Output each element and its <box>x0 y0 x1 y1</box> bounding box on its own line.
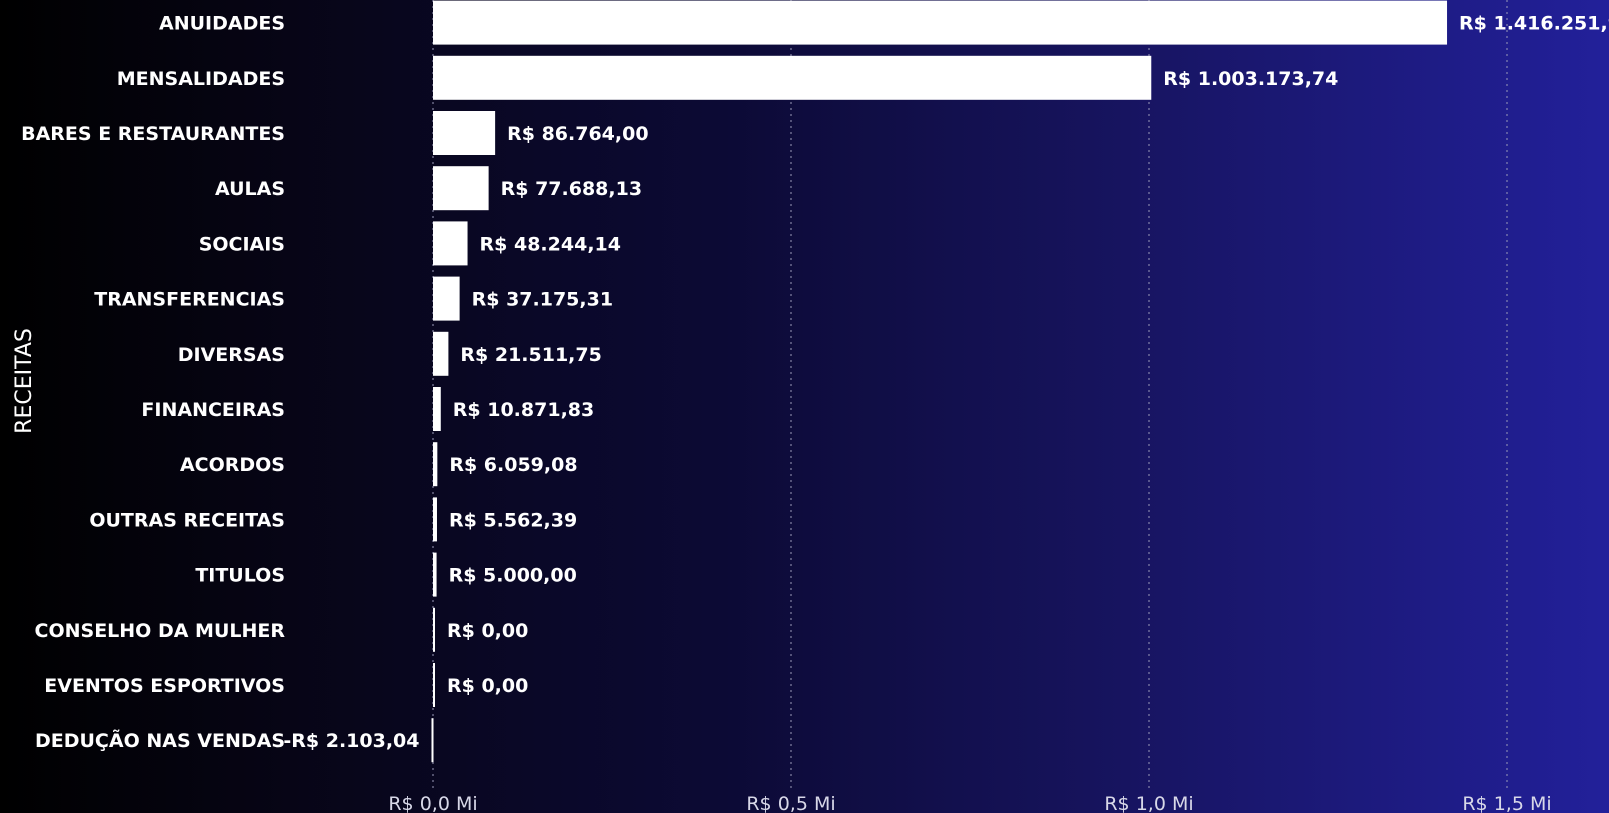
category-label: EVENTOS ESPORTIVOS <box>44 675 285 697</box>
value-label: R$ 37.175,31 <box>472 289 613 311</box>
bar[interactable] <box>433 663 435 707</box>
category-label: OUTRAS RECEITAS <box>89 509 285 531</box>
category-label: ANUIDADES <box>159 13 285 35</box>
category-label: SOCIAIS <box>199 233 285 255</box>
y-axis-title: RECEITAS <box>12 328 37 434</box>
x-tick-label: R$ 1,0 Mi <box>1104 793 1193 813</box>
category-label: DEDUÇÃO NAS VENDAS <box>35 728 285 752</box>
category-label: DIVERSAS <box>178 344 285 366</box>
value-label: R$ 10.871,83 <box>453 399 594 421</box>
x-axis-ticks: R$ 0,0 Mi R$ 0,5 Mi R$ 1,0 Mi R$ 1,5 Mi <box>388 793 1551 813</box>
value-label: R$ 5.562,39 <box>449 509 577 531</box>
x-tick-label: R$ 0,5 Mi <box>746 793 835 813</box>
bar[interactable] <box>433 221 468 266</box>
value-label: R$ 6.059,08 <box>449 454 577 476</box>
grid-lines <box>432 0 1508 790</box>
value-label: R$ 86.764,00 <box>507 123 648 145</box>
value-label: R$ 1.416.251,97 <box>1459 13 1609 35</box>
value-label: -R$ 2.103,04 <box>283 730 419 752</box>
category-label: CONSELHO DA MULHER <box>35 620 286 642</box>
category-label: AULAS <box>215 178 285 200</box>
bar[interactable] <box>433 331 449 376</box>
category-label: TITULOS <box>195 565 285 587</box>
bar[interactable] <box>433 0 1448 45</box>
bar[interactable] <box>433 607 435 652</box>
category-label: MENSALIDADES <box>117 68 285 90</box>
bar[interactable] <box>433 552 437 597</box>
bar[interactable] <box>431 718 434 763</box>
category-labels: ANUIDADES MENSALIDADES BARES E RESTAURANTE… <box>21 13 285 753</box>
bar[interactable] <box>433 166 489 211</box>
value-label: R$ 5.000,00 <box>449 565 577 587</box>
value-label: R$ 0,00 <box>447 620 528 642</box>
bar[interactable] <box>433 276 460 321</box>
value-labels: R$ 1.416.251,97 R$ 1.003.173,74 R$ 86.764,… <box>283 13 1609 753</box>
x-tick-label: R$ 0,0 Mi <box>388 793 477 813</box>
x-tick-label: R$ 1,5 Mi <box>1462 793 1551 813</box>
bars <box>431 0 1448 763</box>
bar[interactable] <box>433 55 1152 100</box>
category-label: TRANSFERENCIAS <box>94 289 285 311</box>
category-label: BARES E RESTAURANTES <box>21 123 285 145</box>
bar[interactable] <box>433 442 438 487</box>
category-label: ACORDOS <box>180 454 285 476</box>
value-label: R$ 21.511,75 <box>460 344 601 366</box>
value-label: R$ 1.003.173,74 <box>1163 68 1338 90</box>
bar[interactable] <box>433 111 496 155</box>
bar[interactable] <box>433 387 441 431</box>
value-label: R$ 48.244,14 <box>480 233 621 255</box>
bar[interactable] <box>433 497 437 542</box>
value-label: R$ 0,00 <box>447 675 528 697</box>
category-label: FINANCEIRAS <box>141 399 285 421</box>
value-label: R$ 77.688,13 <box>501 178 642 200</box>
